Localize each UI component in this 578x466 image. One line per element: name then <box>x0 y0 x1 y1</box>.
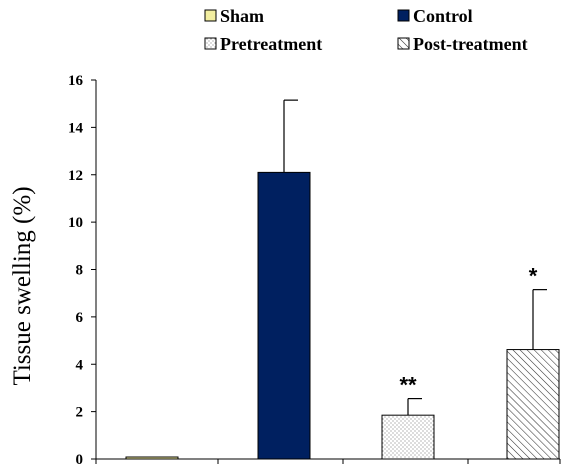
y-tick-label: 0 <box>76 452 84 466</box>
bar-post-treatment <box>506 349 560 460</box>
y-tick-label: 8 <box>76 263 84 279</box>
bar-pretreatment <box>381 414 435 460</box>
legend-label: Control <box>413 6 473 26</box>
bar-group-pretreatment: ** <box>381 373 435 460</box>
legend-label: Post-treatment <box>413 34 528 54</box>
y-tick-label: 16 <box>68 73 84 89</box>
x-axis <box>95 458 561 464</box>
legend-swatch <box>204 37 217 50</box>
y-tick-label: 6 <box>76 310 84 326</box>
bar-group-sham <box>125 456 179 460</box>
bar-group-post-treatment: * <box>506 264 560 460</box>
significance-label: * <box>529 264 538 289</box>
legend-item-post-treatment: Post-treatment <box>397 34 528 54</box>
legend-item-control: Control <box>397 6 473 26</box>
significance-label: ** <box>399 373 417 398</box>
bar-sham <box>125 456 179 460</box>
y-tick-label: 12 <box>68 168 83 184</box>
y-tick-label: 4 <box>76 357 84 373</box>
y-axis-title: Tissue swelling (%) <box>9 186 36 385</box>
legend-label: Sham <box>220 6 264 26</box>
legend: Sham Control Pretreatment Post-treatment <box>204 6 528 54</box>
legend-item-sham: Sham <box>204 6 264 26</box>
legend-swatch <box>397 9 410 22</box>
y-tick-label: 14 <box>68 120 84 136</box>
y-tick-label: 10 <box>68 215 83 231</box>
legend-label: Pretreatment <box>220 34 322 54</box>
bar-group-control <box>257 99 311 460</box>
y-tick-label: 2 <box>76 405 84 421</box>
legend-item-pretreatment: Pretreatment <box>204 34 322 54</box>
bar-control <box>257 171 311 460</box>
y-axis: 0 2 4 6 8 10 12 14 16 <box>68 73 97 466</box>
legend-swatch <box>204 9 217 22</box>
legend-swatch <box>397 37 410 50</box>
bars: *** <box>125 99 560 460</box>
